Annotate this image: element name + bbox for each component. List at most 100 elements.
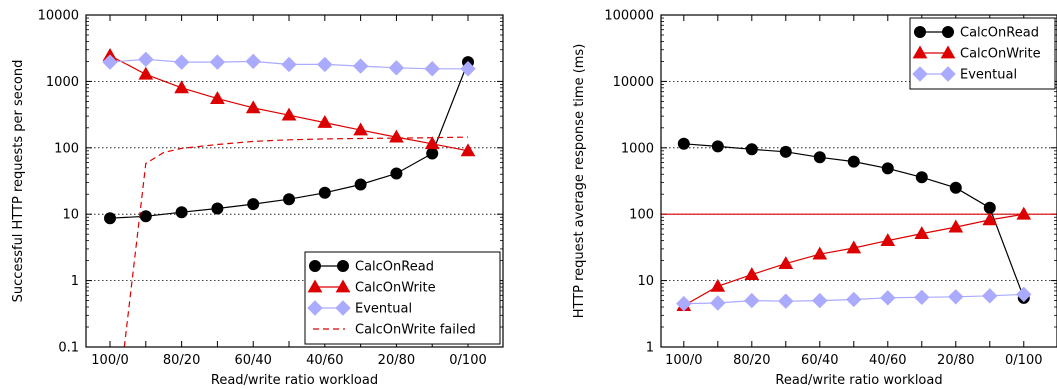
data-point [710, 295, 726, 311]
data-point [175, 206, 188, 219]
data-point [982, 212, 998, 226]
data-point [211, 202, 224, 215]
data-point [318, 186, 331, 199]
series-line-3 [123, 136, 469, 347]
y-tick-label: 10 [62, 208, 79, 223]
x-tick-label: 80/20 [733, 353, 770, 368]
data-point [1016, 286, 1032, 303]
x-tick-label: 40/60 [869, 353, 906, 368]
y-tick-label: 100000 [604, 9, 654, 24]
plot-frame [660, 14, 1057, 348]
data-point [983, 201, 996, 214]
data-point [948, 289, 964, 305]
data-point [880, 290, 896, 306]
data-point [138, 51, 154, 68]
x-tick-label: 60/40 [801, 353, 838, 368]
x-tick-label: 20/80 [378, 353, 415, 368]
legend-marker [337, 260, 349, 272]
series-group [102, 48, 476, 347]
y-tick-label: 10000 [613, 75, 654, 90]
x-tick-label: 100/0 [91, 353, 128, 368]
x-tick-label: 0/100 [449, 353, 486, 368]
data-point [281, 107, 297, 121]
data-point [247, 198, 260, 211]
data-point [778, 256, 794, 270]
data-point [245, 53, 261, 70]
legend-label: CalcOnWrite [355, 281, 436, 296]
y-tick-label: 0.1 [58, 341, 79, 356]
data-point [388, 60, 405, 76]
data-point [460, 143, 476, 157]
x-tick-label: 40/60 [306, 353, 343, 368]
x-tick-label: 0/100 [1005, 353, 1042, 368]
y-tick-label: 1000 [621, 141, 654, 156]
y-axis-label: HTTP request average response time (ms) [572, 44, 587, 319]
x-tick-label: 80/20 [163, 353, 200, 368]
legend-label: Eventual [355, 302, 412, 317]
data-point [915, 171, 928, 184]
legend-marker [912, 45, 928, 59]
data-point [354, 178, 367, 191]
legend-label: CalcOnWrite failed [355, 323, 476, 338]
legend-marker [912, 66, 928, 82]
legend-marker [914, 26, 926, 38]
x-axis-label: Read/write ratio workload [211, 373, 378, 388]
legend: CalcOnRead CalcOnWrite Eventual CalcOnWrite… [304, 251, 501, 345]
data-point [881, 162, 894, 175]
data-point [779, 145, 792, 158]
data-point [102, 54, 118, 70]
data-point [676, 295, 692, 312]
data-point [948, 219, 964, 233]
data-point [846, 291, 862, 308]
data-point [949, 181, 962, 194]
y-tick-label: 100 [629, 208, 654, 223]
legend-marker [942, 26, 954, 38]
data-point [281, 56, 297, 73]
legend-marker [309, 260, 321, 272]
data-point [677, 137, 690, 150]
data-point [744, 292, 760, 309]
data-point [847, 155, 860, 168]
y-tick-label: 1 [71, 274, 79, 289]
x-tick-label: 60/40 [234, 353, 271, 368]
data-point [353, 122, 368, 136]
data-point [744, 267, 760, 281]
data-point [138, 66, 154, 80]
chart-1: 0.1 1 10 100 1000 10000 100/0 80/20 60/40 40/60 20… [11, 9, 504, 388]
y-tick-label: 1000 [46, 75, 79, 90]
data-point [914, 226, 930, 239]
data-point [389, 129, 404, 143]
legend-label: CalcOnRead [960, 26, 1039, 41]
x-tick-label: 20/80 [937, 353, 974, 368]
data-point [460, 61, 476, 77]
data-point [426, 147, 439, 160]
legend-label: CalcOnWrite [960, 47, 1041, 62]
data-point [317, 115, 333, 128]
data-point [139, 210, 152, 223]
data-point [914, 289, 930, 306]
data-point [210, 91, 225, 105]
data-point [245, 100, 261, 114]
x-tick-label: 100/0 [665, 353, 702, 368]
legend-marker [307, 279, 323, 293]
y-tick-label: 1 [646, 341, 654, 356]
data-point [352, 58, 369, 74]
data-point [174, 80, 189, 94]
data-point [317, 56, 333, 73]
data-point [745, 143, 758, 156]
legend-marker [940, 66, 956, 82]
data-point [173, 54, 190, 70]
data-point [209, 54, 226, 70]
plot-frame [85, 14, 504, 348]
legend-marker [335, 279, 351, 293]
data-point [982, 288, 998, 304]
y-axis-label: Successful HTTP requests per second [11, 60, 26, 303]
y-tick-label: 10000 [38, 9, 79, 24]
legend-label: Eventual [960, 68, 1017, 83]
legend-marker [335, 300, 351, 316]
data-point [711, 140, 724, 153]
legend-marker [307, 300, 323, 316]
legend: CalcOnRead CalcOnWrite Eventual [909, 17, 1056, 90]
data-point [778, 293, 794, 309]
